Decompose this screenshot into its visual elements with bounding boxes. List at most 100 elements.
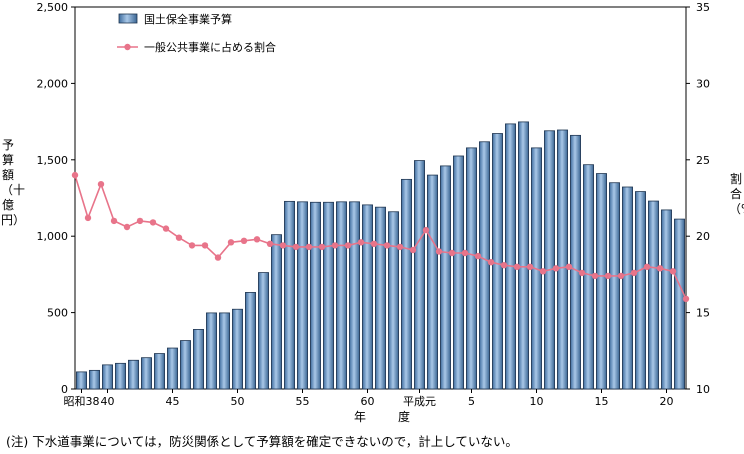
y-axis-right-title: 割合（%） bbox=[729, 172, 744, 216]
x-tick-label: 平成元 bbox=[403, 395, 436, 408]
share-point bbox=[71, 171, 79, 179]
bar bbox=[635, 191, 646, 390]
bar bbox=[297, 201, 308, 390]
x-tick-label: 5 bbox=[468, 395, 475, 408]
y-axis-left-title: 予算額（十億円） bbox=[1, 138, 26, 227]
bar bbox=[180, 340, 191, 390]
y-left-tick-label: 1,500 bbox=[37, 154, 69, 167]
bar bbox=[128, 359, 139, 390]
share-point bbox=[552, 265, 560, 272]
bar bbox=[115, 362, 126, 390]
x-tick-label: 20 bbox=[660, 395, 674, 408]
x-tick-label: 昭和38 bbox=[64, 395, 100, 408]
share-point bbox=[630, 269, 638, 277]
share-point bbox=[448, 249, 456, 257]
bar bbox=[440, 165, 451, 390]
share-point bbox=[409, 246, 417, 254]
x-axis-title: 年 度 bbox=[354, 410, 421, 424]
axes: 0 500 1,000 1,500 2,000 2,500 10 15 20 25 30 35 昭和38… bbox=[37, 1, 711, 408]
line-series bbox=[71, 171, 690, 302]
share-point bbox=[526, 263, 534, 270]
bar bbox=[219, 312, 230, 390]
share-point bbox=[318, 243, 326, 251]
bar bbox=[89, 369, 100, 390]
y-left-tick-label: 2,500 bbox=[37, 1, 69, 14]
y-right-tick-label: 20 bbox=[696, 230, 710, 243]
share-point bbox=[357, 239, 365, 246]
share-point bbox=[461, 249, 469, 257]
share-point bbox=[214, 254, 222, 261]
share-point bbox=[123, 223, 131, 231]
bar bbox=[76, 371, 87, 390]
bar bbox=[622, 186, 633, 390]
share-point bbox=[279, 242, 287, 249]
y-right-tick-label: 10 bbox=[696, 383, 710, 396]
bar bbox=[648, 200, 659, 390]
share-point bbox=[370, 240, 378, 247]
bar bbox=[349, 201, 360, 390]
share-point bbox=[474, 252, 482, 260]
share-point bbox=[396, 243, 404, 251]
bar bbox=[427, 174, 438, 390]
y-left-tick-label: 500 bbox=[47, 307, 68, 320]
y-right-tick-label: 30 bbox=[696, 77, 710, 90]
y-left-tick-label: 2,000 bbox=[37, 77, 69, 90]
bar bbox=[258, 272, 269, 390]
legend-line-marker bbox=[124, 43, 131, 51]
bar bbox=[362, 204, 373, 390]
x-tick-label: 10 bbox=[530, 395, 544, 408]
bar bbox=[596, 173, 607, 390]
share-point bbox=[136, 217, 144, 225]
share-point bbox=[656, 265, 664, 272]
share-point bbox=[487, 259, 495, 266]
share-point bbox=[331, 242, 339, 249]
share-point bbox=[565, 263, 573, 270]
legend-bar-label: 国土保全事業予算 bbox=[144, 12, 232, 26]
share-point bbox=[591, 272, 599, 280]
share-point bbox=[253, 236, 261, 243]
bar bbox=[518, 121, 529, 390]
bar bbox=[284, 200, 295, 390]
bar bbox=[557, 129, 568, 390]
legend: 国土保全事業予算 一般公共事業に占める割合 bbox=[117, 12, 276, 54]
footnote: (注) 下水道事業については，防災関係として予算額を確定できないので，計上してい… bbox=[6, 434, 518, 449]
y-left-tick-label: 1,000 bbox=[37, 230, 69, 243]
bar bbox=[401, 178, 412, 390]
share-point bbox=[97, 181, 105, 188]
bar bbox=[674, 218, 685, 390]
y-right-tick-label: 25 bbox=[696, 154, 710, 167]
share-point bbox=[539, 268, 547, 275]
bar bbox=[310, 201, 321, 390]
bar bbox=[479, 141, 490, 390]
bar bbox=[505, 123, 516, 390]
bar bbox=[544, 130, 555, 390]
share-point bbox=[305, 243, 313, 251]
bar bbox=[271, 234, 282, 390]
y-right-tick-label: 35 bbox=[696, 1, 710, 14]
share-point bbox=[643, 263, 651, 270]
bar bbox=[206, 312, 217, 390]
share-point bbox=[500, 262, 508, 269]
share-point bbox=[292, 243, 300, 251]
x-tick-label: 50 bbox=[231, 395, 245, 408]
bar bbox=[336, 201, 347, 390]
share-point bbox=[266, 240, 274, 247]
legend-bar-swatch bbox=[118, 13, 138, 24]
bar bbox=[245, 292, 256, 390]
share-point bbox=[422, 226, 430, 234]
y-left-tick-label: 0 bbox=[61, 383, 68, 396]
bar bbox=[141, 357, 152, 390]
bar bbox=[232, 308, 243, 390]
x-tick-label: 45 bbox=[166, 395, 180, 408]
bar bbox=[323, 201, 334, 390]
share-point bbox=[578, 269, 586, 277]
y-right-tick-label: 15 bbox=[696, 307, 710, 320]
share-point bbox=[201, 242, 209, 249]
share-point bbox=[84, 214, 92, 222]
share-point bbox=[344, 242, 352, 249]
bar bbox=[375, 206, 386, 390]
legend-line-label: 一般公共事業に占める割合 bbox=[144, 40, 276, 54]
bar bbox=[609, 182, 620, 390]
bar bbox=[466, 147, 477, 390]
bar bbox=[154, 353, 165, 390]
